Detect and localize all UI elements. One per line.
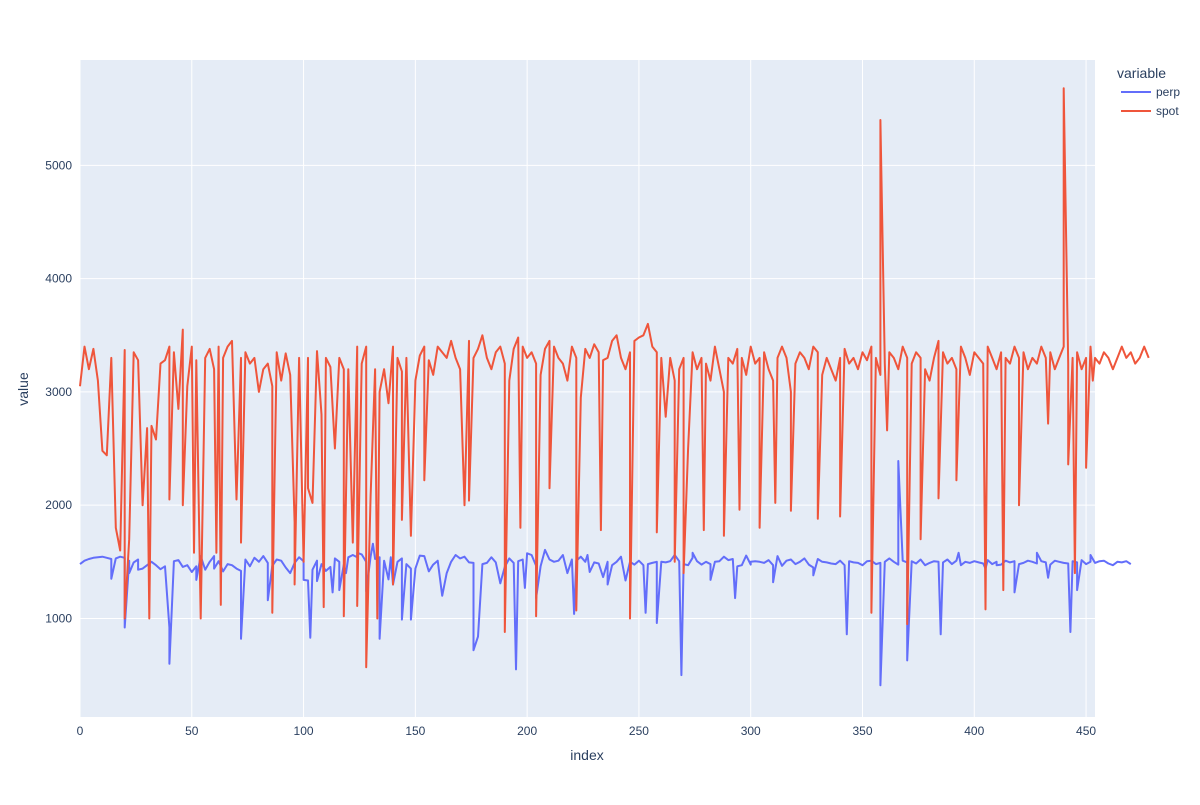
x-tick-label: 350 <box>852 724 872 738</box>
x-axis-title: index <box>570 747 603 763</box>
legend[interactable]: variable perp spot <box>1117 65 1180 118</box>
x-tick-label: 100 <box>294 724 314 738</box>
series-line-spot <box>79 87 1150 669</box>
legend-label: spot <box>1156 104 1179 118</box>
legend-item-spot[interactable]: spot <box>1121 104 1179 118</box>
y-tick-label: 3000 <box>45 385 72 399</box>
y-tick-label: 4000 <box>45 272 72 286</box>
y-tick-label: 1000 <box>45 611 72 625</box>
legend-item-perp[interactable]: perp <box>1121 85 1180 99</box>
legend-items[interactable]: perp spot <box>1121 85 1180 118</box>
x-tick-label: 50 <box>185 724 199 738</box>
plot-background <box>80 60 1095 717</box>
legend-title: variable <box>1117 65 1166 81</box>
y-tick-label: 5000 <box>45 158 72 172</box>
x-tick-label: 0 <box>77 724 84 738</box>
x-tick-label: 300 <box>741 724 761 738</box>
y-tick-label: 2000 <box>45 498 72 512</box>
legend-label: perp <box>1156 85 1180 99</box>
x-tick-label: 200 <box>517 724 537 738</box>
series-line-perp <box>79 460 1132 687</box>
x-tick-label: 250 <box>629 724 649 738</box>
series-lines <box>79 87 1150 687</box>
x-tick-label: 450 <box>1076 724 1096 738</box>
x-tick-label: 400 <box>964 724 984 738</box>
y-axis-title: value <box>15 372 31 406</box>
axes: 0 50 100 150 200 250 300 350 400 450 1000 2000 3000 4… <box>45 158 1096 738</box>
x-tick-label: 150 <box>405 724 425 738</box>
